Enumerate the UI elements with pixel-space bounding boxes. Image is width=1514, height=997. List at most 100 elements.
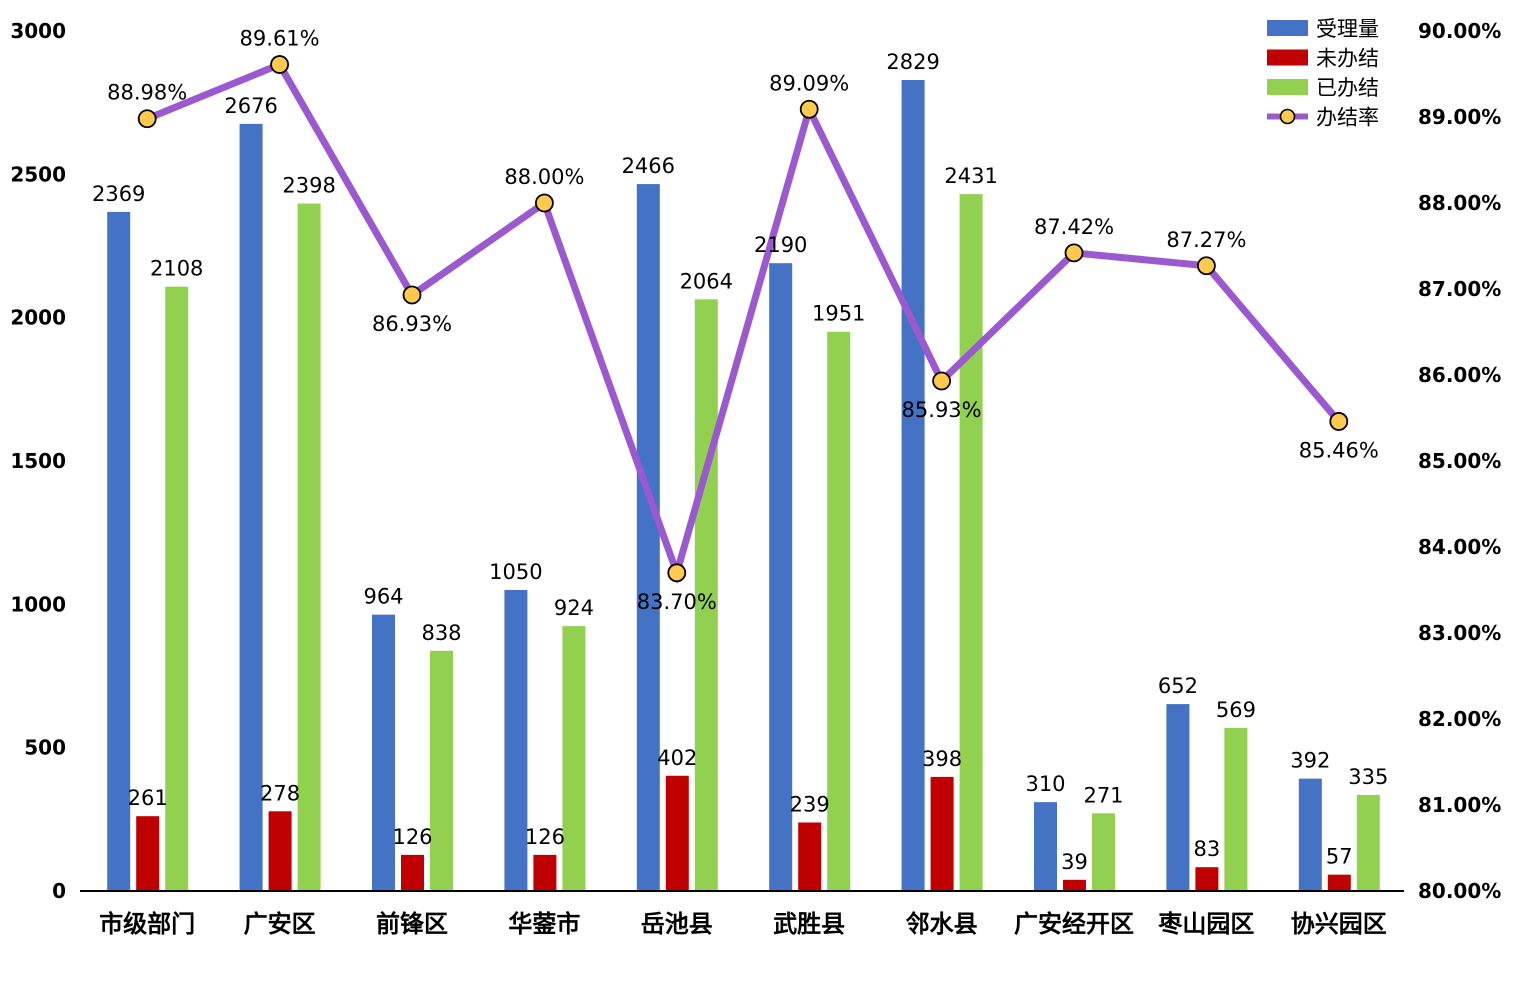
right-tick-label: 89.00% xyxy=(1418,105,1501,129)
bar-未办结-协兴园区 xyxy=(1327,874,1351,891)
bar-受理量-枣山园区 xyxy=(1166,704,1190,891)
rate-value-label: 87.42% xyxy=(1034,215,1114,239)
bar-受理量-广安经开区 xyxy=(1034,802,1057,891)
bar-value-label: 126 xyxy=(525,825,565,849)
completion-rate-marker xyxy=(402,285,422,305)
bar-value-label: 2829 xyxy=(886,50,939,74)
completion-rate-marker xyxy=(799,99,819,119)
rate-value-label: 87.27% xyxy=(1166,228,1246,252)
category-label: 前锋区 xyxy=(376,910,448,938)
bar-未办结-华蓥市 xyxy=(533,854,557,891)
completion-rate-marker xyxy=(535,193,554,213)
category-label: 武胜县 xyxy=(773,910,845,938)
completion-rate-marker xyxy=(1197,256,1216,276)
rate-value-label: 88.00% xyxy=(504,165,584,189)
bar-value-label: 402 xyxy=(657,746,697,770)
category-labels: 市级部门 广安区 前锋区 华蓥市 岳池县 武胜县 邻水县 广安经开区 枣山园区 协兴园区 xyxy=(99,910,1387,938)
category-label: 华蓥市 xyxy=(508,910,580,938)
bar-value-label: 57 xyxy=(1326,845,1353,869)
bar-value-label: 838 xyxy=(421,621,461,645)
bar-未办结-邻水县 xyxy=(930,776,954,891)
right-axis-ticks: 80.00% 81.00% 82.00% 83.00% 84.00% 85.00% 86.0… xyxy=(1418,19,1501,903)
bar-value-label: 271 xyxy=(1083,783,1123,807)
bar-未办结-枣山园区 xyxy=(1195,867,1219,891)
bar-未办结-武胜县 xyxy=(798,822,822,891)
legend-label: 已办结 xyxy=(1316,76,1379,100)
right-tick-label: 86.00% xyxy=(1418,363,1501,387)
bar-已办结-武胜县 xyxy=(827,331,851,891)
completion-rate-marker xyxy=(932,371,951,391)
legend-label: 受理量 xyxy=(1316,17,1379,41)
bar-value-label: 2369 xyxy=(92,182,145,206)
legend-label: 未办结 xyxy=(1316,47,1379,71)
left-tick-label: 1000 xyxy=(10,592,66,616)
right-tick-label: 90.00% xyxy=(1418,19,1501,43)
bar-value-label: 310 xyxy=(1025,772,1065,796)
completion-rate-marker xyxy=(270,55,290,74)
legend-swatch xyxy=(1267,49,1308,66)
right-tick-label: 81.00% xyxy=(1418,793,1501,817)
bar-未办结-广安区 xyxy=(268,811,292,891)
rate-value-label: 83.70% xyxy=(637,590,717,614)
right-tick-label: 88.00% xyxy=(1418,191,1501,215)
completion-rate-marker xyxy=(667,563,687,583)
category-label: 市级部门 xyxy=(99,910,195,938)
bar-未办结-广安经开区 xyxy=(1063,879,1086,891)
bar-受理量-广安区 xyxy=(239,123,263,891)
right-tick-label: 80.00% xyxy=(1418,879,1501,903)
bar-已办结-广安区 xyxy=(297,203,321,891)
bar-value-label: 392 xyxy=(1290,749,1330,773)
legend-marker xyxy=(1279,108,1296,125)
legend-label: 办结率 xyxy=(1316,106,1379,130)
right-tick-label: 85.00% xyxy=(1418,449,1501,473)
completion-rate-marker xyxy=(1329,412,1349,431)
legend-swatch xyxy=(1267,20,1308,36)
bar-未办结-前锋区 xyxy=(401,854,424,891)
bar-已办结-枣山园区 xyxy=(1224,727,1248,891)
bar-value-label: 126 xyxy=(392,825,432,849)
bar-value-label: 652 xyxy=(1158,674,1198,698)
bar-value-label: 278 xyxy=(260,781,300,805)
bar-受理量-市级部门 xyxy=(107,211,131,892)
rate-value-label: 85.46% xyxy=(1299,438,1379,462)
bar-value-label: 1951 xyxy=(812,302,865,326)
bar-已办结-邻水县 xyxy=(959,194,983,891)
bar-受理量-邻水县 xyxy=(901,80,925,891)
bar-value-label: 924 xyxy=(554,596,594,620)
bar-已办结-广安经开区 xyxy=(1092,813,1115,891)
left-tick-label: 500 xyxy=(24,736,66,760)
right-tick-label: 82.00% xyxy=(1418,707,1501,731)
bar-value-label: 261 xyxy=(128,786,168,810)
bar-value-label: 239 xyxy=(790,792,830,816)
rate-value-label: 86.93% xyxy=(372,312,452,336)
completion-rate-marker xyxy=(137,109,157,129)
bar-series xyxy=(107,80,1380,892)
bar-value-label: 2064 xyxy=(680,269,733,293)
bar-未办结-市级部门 xyxy=(136,816,160,891)
bar-受理量-岳池县 xyxy=(636,184,660,891)
bar-受理量-武胜县 xyxy=(769,263,793,891)
category-label: 广安经开区 xyxy=(1014,910,1134,938)
bar-value-label: 2676 xyxy=(224,94,277,118)
bar-value-label: 398 xyxy=(922,747,962,771)
data-labels: 2369 2676 964 1050 2466 2190 2829 310 652 392 261 2… xyxy=(92,27,1388,874)
bar-value-label: 1050 xyxy=(489,560,542,584)
bar-受理量-协兴园区 xyxy=(1298,778,1322,891)
bar-受理量-华蓥市 xyxy=(504,590,528,891)
left-tick-label: 2500 xyxy=(10,162,66,186)
left-axis-ticks: 0 500 1000 1500 2000 2500 3000 xyxy=(10,19,66,903)
rate-value-label: 89.09% xyxy=(769,71,849,95)
bar-受理量-前锋区 xyxy=(372,614,395,891)
bar-未办结-岳池县 xyxy=(665,775,689,891)
completion-rate-line xyxy=(145,60,1342,585)
bar-value-label: 2466 xyxy=(622,154,675,178)
category-label: 广安区 xyxy=(244,910,316,938)
bar-value-label: 569 xyxy=(1216,698,1256,722)
left-tick-label: 1500 xyxy=(10,449,66,473)
bar-value-label: 2108 xyxy=(150,257,203,281)
category-label: 邻水县 xyxy=(906,910,978,938)
left-tick-label: 0 xyxy=(52,879,66,903)
rate-value-label: 85.93% xyxy=(902,398,982,422)
